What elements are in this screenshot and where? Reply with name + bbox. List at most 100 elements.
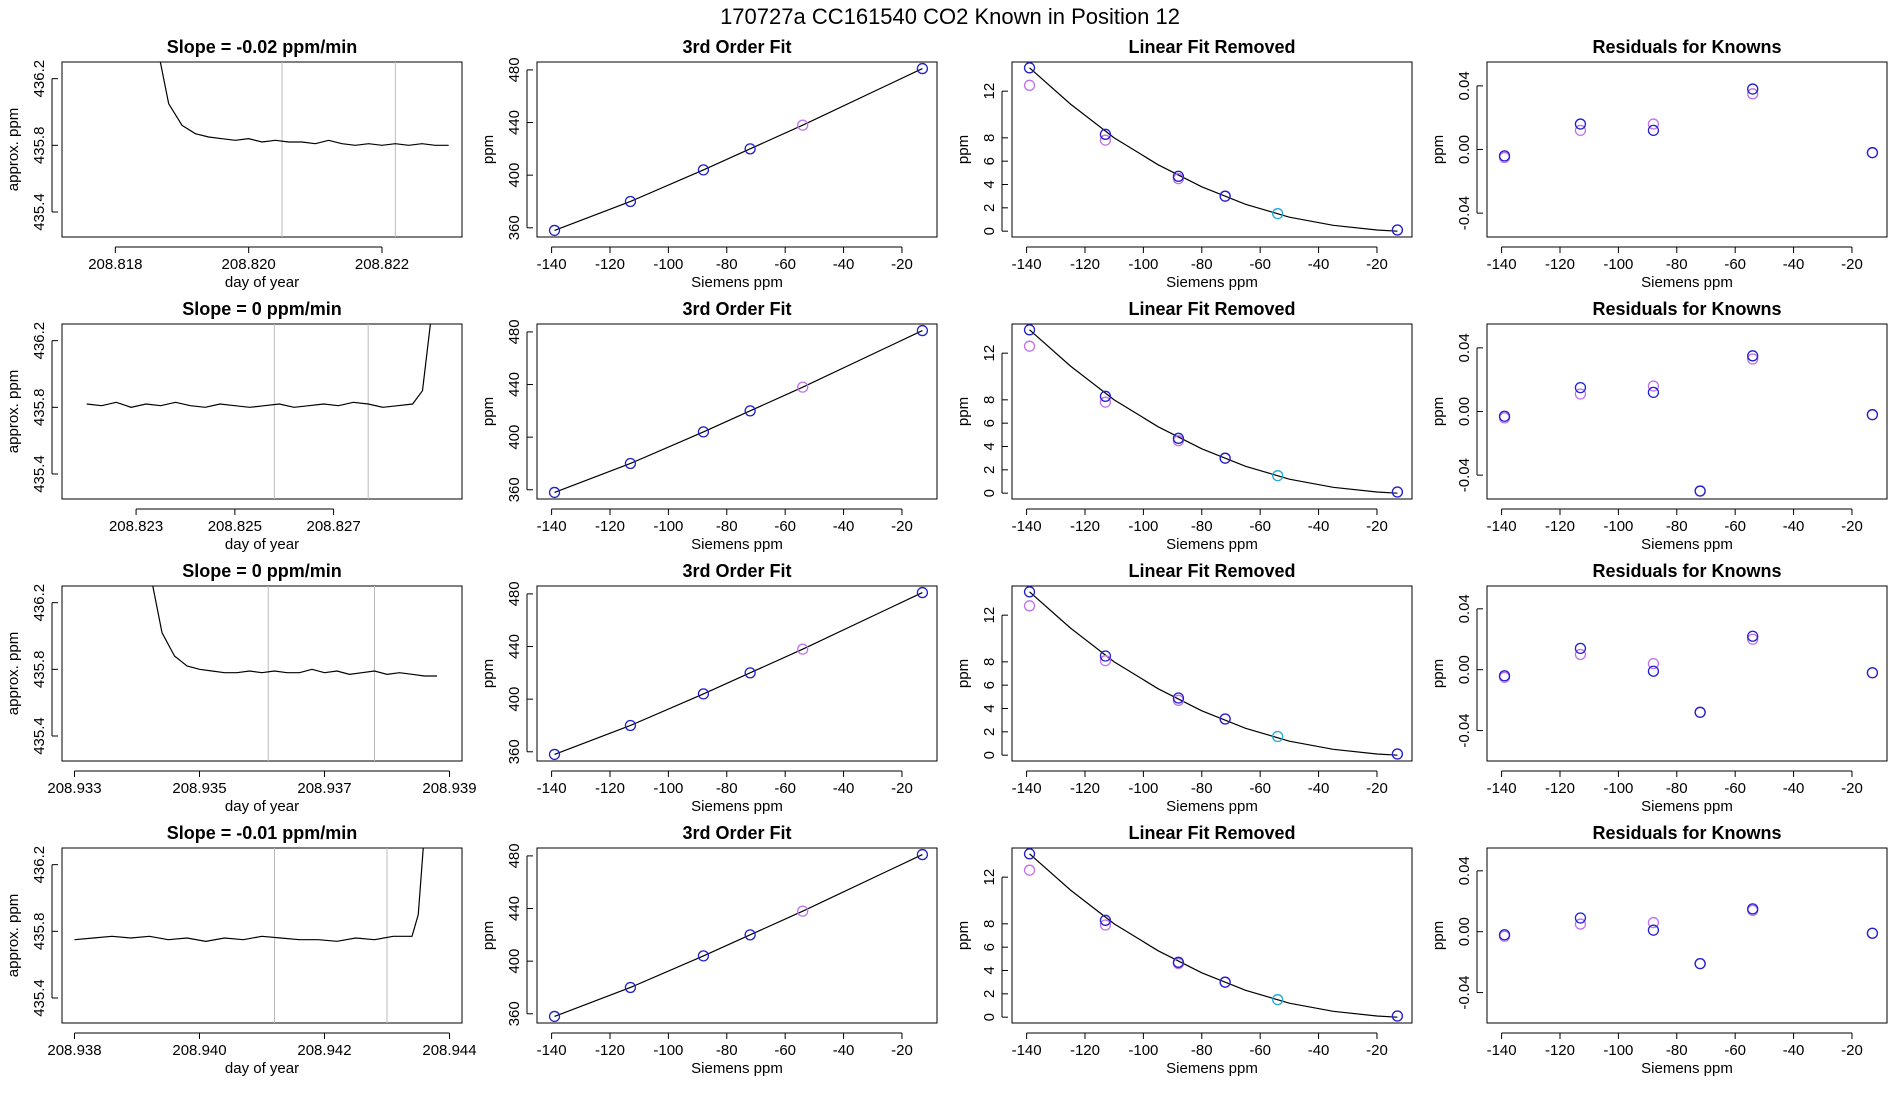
x-tick-label: 208.933	[47, 780, 101, 797]
data-point	[1498, 929, 1511, 941]
y-tick-label: 6	[981, 419, 998, 427]
x-tick-label: -120	[595, 780, 625, 797]
data-line	[74, 848, 424, 942]
x-tick-label: 208.827	[306, 518, 360, 535]
x-tick-label: -40	[1783, 256, 1805, 273]
x-tick-label: -40	[1308, 518, 1330, 535]
data-point	[1647, 386, 1660, 399]
y-tick-label: 2	[981, 204, 998, 212]
x-axis-label: Siemens ppm	[691, 536, 783, 553]
y-tick-label: 0.00	[1456, 397, 1473, 426]
x-tick-label: -80	[716, 256, 738, 273]
data-point	[1099, 650, 1112, 662]
y-tick-label: 480	[506, 57, 523, 82]
y-tick-label: 8	[981, 658, 998, 666]
plot-area	[159, 62, 449, 237]
y-axis-label: ppm	[480, 659, 497, 688]
data-point	[744, 143, 756, 155]
y-tick-label: 436.2	[31, 60, 48, 98]
data-line	[554, 330, 923, 493]
panel: Residuals for Knowns Siemens ppm ppm -140 -1…	[1430, 37, 1888, 291]
x-tick-label: -60	[1724, 780, 1746, 797]
x-tick-label: -40	[833, 518, 855, 535]
y-axis-label: ppm	[1430, 921, 1447, 950]
x-tick-label: -120	[1070, 256, 1100, 273]
x-tick-label: 208.942	[297, 1042, 351, 1059]
plot-area	[152, 586, 437, 761]
x-tick-label: -60	[1724, 1042, 1746, 1059]
panel: Slope = -0.02 ppm/min day of year approx. …	[5, 37, 463, 291]
y-tick-label: 12	[981, 345, 998, 362]
plot-area	[548, 848, 929, 1023]
data-point	[1747, 88, 1759, 100]
x-axis-label: Siemens ppm	[1166, 536, 1258, 553]
data-point	[1023, 600, 1036, 612]
x-tick-label: -80	[716, 518, 738, 535]
y-tick-label: 480	[506, 581, 523, 606]
data-point	[1647, 380, 1660, 392]
y-tick-label: 0	[981, 1013, 998, 1021]
x-axis-label: Siemens ppm	[1641, 1060, 1733, 1077]
plot-frame	[536, 61, 938, 238]
data-point	[1747, 630, 1759, 642]
y-tick-label: 12	[981, 869, 998, 886]
data-point	[1099, 390, 1112, 402]
x-tick-label: -40	[833, 780, 855, 797]
y-tick-label: 435.4	[31, 455, 48, 493]
data-point	[1391, 1010, 1404, 1022]
panel: Linear Fit Removed Siemens ppm ppm -140 -120…	[955, 299, 1413, 553]
data-point	[697, 164, 710, 176]
panel-title: Residuals for Knowns	[1592, 823, 1781, 843]
x-tick-label: -60	[774, 518, 796, 535]
panel-title: Linear Fit Removed	[1128, 37, 1295, 57]
y-tick-label: 0.00	[1456, 917, 1473, 946]
data-point	[1391, 486, 1404, 498]
x-tick-label: -140	[1487, 518, 1517, 535]
data-point	[1574, 118, 1587, 130]
y-tick-label: 360	[506, 1001, 523, 1026]
y-axis-label: ppm	[955, 921, 972, 950]
data-point	[697, 950, 710, 962]
data-point	[1099, 919, 1112, 931]
x-axis-label: Siemens ppm	[1641, 798, 1733, 815]
y-axis-label: ppm	[480, 135, 497, 164]
data-point	[1099, 655, 1112, 667]
y-tick-label: 435.8	[31, 389, 48, 427]
data-point	[1023, 340, 1036, 352]
x-tick-label: -60	[774, 780, 796, 797]
panel: Residuals for Knowns Siemens ppm ppm -140 -1…	[1430, 299, 1888, 553]
data-point	[1647, 924, 1660, 936]
data-point	[1391, 748, 1404, 760]
plot-frame	[536, 847, 938, 1024]
panel-title: Linear Fit Removed	[1128, 299, 1295, 319]
y-tick-label: 480	[506, 843, 523, 868]
y-tick-label: 435.4	[31, 717, 48, 755]
x-tick-label: -40	[1783, 780, 1805, 797]
x-tick-label: -140	[537, 256, 567, 273]
y-tick-label: 4	[981, 704, 998, 712]
data-point	[1272, 208, 1284, 220]
y-axis-label: approx. ppm	[5, 632, 22, 715]
data-point	[1574, 388, 1587, 400]
x-axis-label: Siemens ppm	[1641, 536, 1733, 553]
x-tick-label: 208.937	[297, 780, 351, 797]
plot-frame	[1486, 847, 1888, 1024]
x-tick-label: -40	[833, 256, 855, 273]
data-point	[1498, 670, 1511, 682]
y-tick-label: 4	[981, 180, 998, 188]
data-point	[1647, 657, 1660, 670]
plot-frame	[1011, 323, 1413, 500]
x-tick-label: -140	[1487, 256, 1517, 273]
x-tick-label: -100	[653, 1042, 683, 1059]
x-tick-label: 208.823	[109, 518, 163, 535]
x-tick-label: -20	[1366, 518, 1388, 535]
plot-frame	[61, 323, 463, 500]
data-point	[1747, 350, 1759, 362]
y-tick-label: -0.04	[1456, 713, 1473, 747]
plot-area	[548, 586, 929, 761]
plot-area	[86, 324, 431, 499]
x-tick-label: 208.938	[47, 1042, 101, 1059]
y-tick-label: 8	[981, 920, 998, 928]
